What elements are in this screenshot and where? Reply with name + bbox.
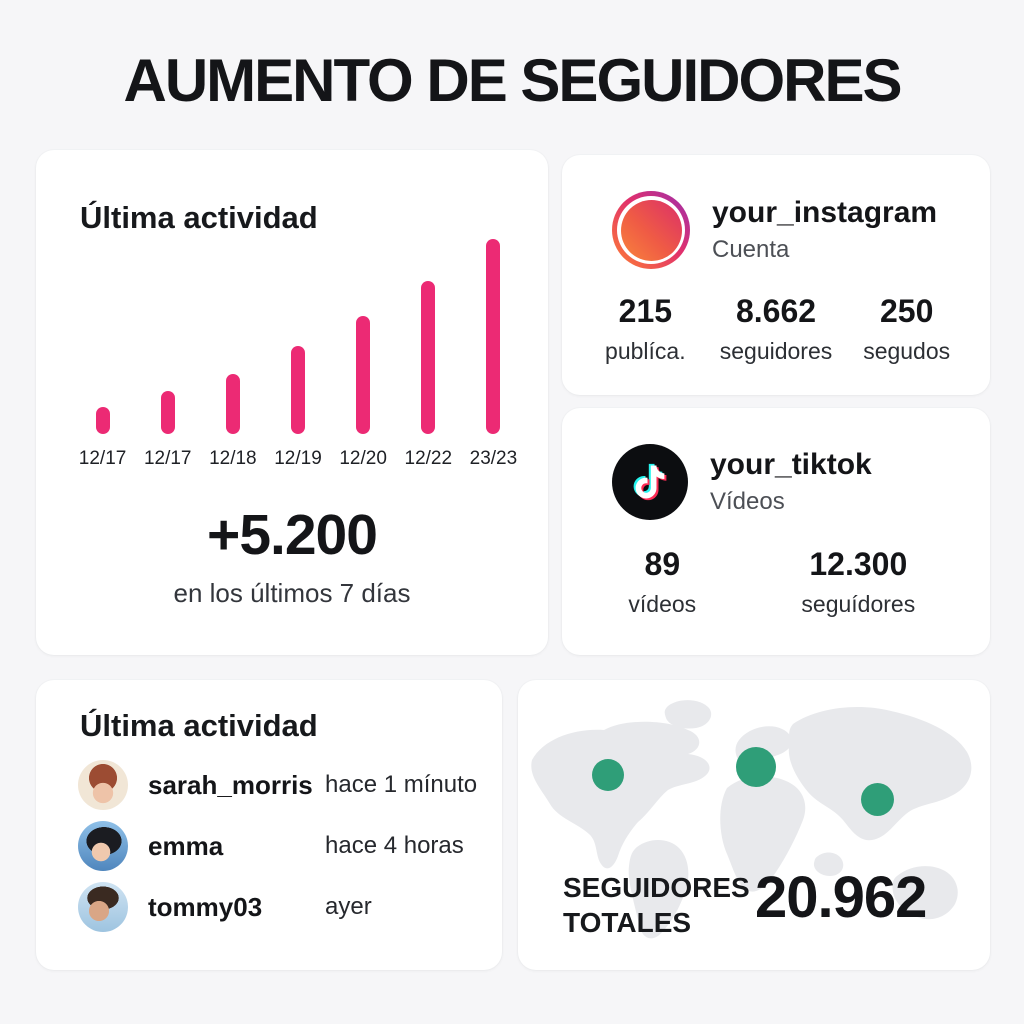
x-tick-label: 12/19: [274, 448, 322, 469]
tiktok-note-glyph: [633, 463, 667, 501]
stat-label: publíca.: [605, 338, 686, 364]
instagram-account-row[interactable]: your_instagram Cuenta: [612, 191, 937, 269]
x-tick-label: 12/22: [404, 448, 453, 469]
total-followers-card: SEGUIDORES TOTALES 20.962: [518, 680, 990, 970]
tiktok-stats: 89 vídeos 12.300 seguídores: [580, 546, 972, 618]
bar-group: 12/18: [200, 374, 265, 470]
total-followers-value: 20.962: [755, 865, 927, 930]
stat-followers: 8.662 seguidores: [711, 293, 842, 365]
bar-group: 12/22: [396, 281, 461, 470]
user-avatar: [78, 821, 128, 871]
activity-time: ayer: [325, 893, 372, 920]
stat-label: seguidores: [719, 338, 833, 364]
x-tick-label: 23/23: [469, 448, 518, 469]
stat-label: segudos: [863, 338, 951, 364]
label-line-1: SEGUIDORES: [563, 872, 750, 903]
instagram-username: your_instagram: [712, 196, 938, 229]
chart-bar: [356, 316, 371, 434]
stat-following: 250 segudos: [841, 293, 972, 365]
followers-gained-value: +5.200: [207, 503, 378, 567]
stat-value: 250: [879, 293, 934, 329]
label-line-2: TOTALES: [563, 907, 692, 938]
x-tick-label: 12/20: [339, 448, 387, 469]
map-marker-icon: [861, 783, 894, 816]
chart-bar: [95, 407, 110, 434]
x-tick-label: 12/17: [143, 448, 192, 469]
tiktok-username: your_tiktok: [710, 448, 872, 481]
tiktok-logo-icon: [612, 444, 688, 520]
total-followers-label: SEGUIDORES TOTALES: [563, 870, 750, 940]
activity-username: emma: [148, 830, 224, 861]
bar-group: 12/17: [135, 391, 200, 470]
stat-value: 12.300: [809, 546, 908, 582]
map-marker-icon: [592, 759, 624, 791]
stat-posts: 215 publíca.: [580, 293, 711, 365]
bar-group: 23/23: [461, 239, 526, 470]
activity-time: hace 1 mínuto: [325, 771, 478, 798]
tiktok-subtitle: Vídeos: [710, 488, 785, 515]
activity-list: sarah_morris hace 1 mínuto emma hace 4 h…: [78, 760, 482, 943]
tiktok-account-row[interactable]: your_tiktok Vídeos: [612, 444, 872, 520]
activity-row[interactable]: emma hace 4 horas: [78, 821, 482, 871]
tiktok-account-card: your_tiktok Vídeos 89 vídeos 12.300 segu…: [562, 408, 990, 655]
x-tick-label: 12/17: [78, 448, 127, 469]
activity-username: sarah_morris: [148, 769, 313, 800]
stat-label: vídeos: [628, 591, 697, 617]
bar-group: 12/19: [265, 346, 330, 470]
instagram-logo-icon: [612, 191, 690, 269]
chart-bar: [160, 391, 175, 434]
instagram-subtitle: Cuenta: [712, 236, 790, 263]
activity-time: hace 4 horas: [325, 832, 464, 859]
bar-group: 12/20: [331, 316, 396, 470]
map-marker-icon: [736, 747, 776, 787]
chart-bar: [486, 239, 501, 434]
stat-videos: 89 vídeos: [580, 546, 745, 618]
page-title: AUMENTO DE SEGUIDORES: [123, 47, 903, 114]
stat-label: seguídores: [801, 591, 916, 617]
instagram-avatar: [620, 199, 682, 261]
chart-heading: Última actividad: [80, 200, 318, 235]
chart-bar: [421, 281, 436, 434]
activity-heading: Última actividad: [80, 708, 318, 743]
x-tick-label: 12/18: [209, 448, 257, 469]
activity-row[interactable]: tommy03 ayer: [78, 882, 482, 932]
instagram-account-card: your_instagram Cuenta 215 publíca. 8.662…: [562, 155, 990, 395]
stat-value: 215: [618, 293, 673, 329]
stat-value: 8.662: [735, 293, 817, 329]
chart-bar: [225, 374, 240, 434]
stat-followers: 12.300 seguídores: [745, 546, 972, 618]
chart-bar: [290, 346, 305, 434]
bar-group: 12/17: [70, 407, 135, 470]
activity-username: tommy03: [148, 891, 263, 922]
activity-row[interactable]: sarah_morris hace 1 mínuto: [78, 760, 482, 810]
bar-chart: 12/17 12/17 12/18 12/19 12/20 12/22 23/2…: [70, 239, 526, 470]
instagram-stats: 215 publíca. 8.662 seguidores 250 segudo…: [580, 293, 972, 365]
stat-value: 89: [644, 546, 681, 582]
recent-activity-card: Última actividad sarah_morris hace 1 mín…: [36, 680, 502, 970]
user-avatar: [78, 760, 128, 810]
followers-gained-caption: en los últimos 7 días: [173, 578, 411, 608]
user-avatar: [78, 882, 128, 932]
activity-chart-card: Última actividad 12/17 12/17 12/18 12/19…: [36, 150, 548, 655]
instagram-avatar-ring: [617, 196, 685, 264]
